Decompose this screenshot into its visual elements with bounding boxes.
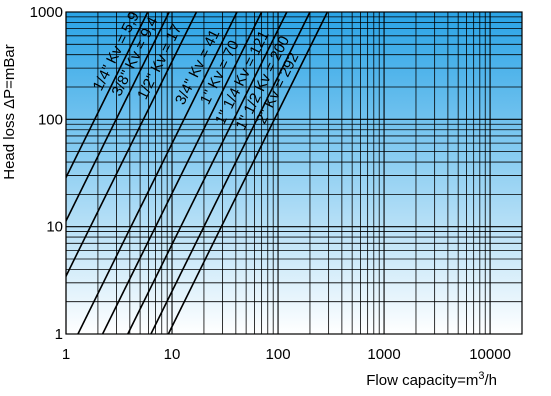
x-tick-label: 10000 (469, 346, 511, 363)
x-axis-label-sup: 3 (478, 370, 484, 382)
x-tick-label: 1000 (367, 346, 400, 363)
x-axis-label: Flow capacity=m3/h (366, 370, 497, 389)
y-tick-label: 1000 (30, 4, 63, 21)
series-line-2 (66, 12, 170, 223)
y-tick-label: 100 (38, 111, 63, 128)
x-tick-label: 100 (266, 346, 291, 363)
y-axis-label-unit: P=mBar (1, 44, 18, 99)
y-tick-label: 10 (46, 219, 63, 236)
y-axis-label: Head loss ΔP=mBar (1, 44, 18, 180)
series-line-7 (150, 12, 311, 334)
series-line-1 (66, 12, 149, 180)
series-line-4 (77, 12, 238, 334)
x-tick-label: 1 (62, 346, 70, 363)
x-tick-label: 10 (164, 346, 181, 363)
series-line-6 (127, 12, 288, 334)
grid-group (65, 12, 523, 335)
y-axis-label-main: Head loss (1, 109, 18, 180)
x-tick-labels: 1 10 100 1000 10000 (62, 346, 511, 363)
y-tick-labels: 1 10 100 1000 (30, 4, 63, 343)
x-axis-label-unit: /h (484, 372, 497, 389)
x-axis-label-main: Flow capacity=m (366, 372, 478, 389)
series-line-3 (66, 12, 198, 278)
series-line-5 (101, 12, 263, 334)
series-line-8 (167, 12, 329, 334)
plot-frame (65, 11, 523, 335)
y-axis-label-delta: Δ (1, 99, 18, 109)
y-tick-label: 1 (55, 326, 63, 343)
series-group (66, 12, 329, 334)
